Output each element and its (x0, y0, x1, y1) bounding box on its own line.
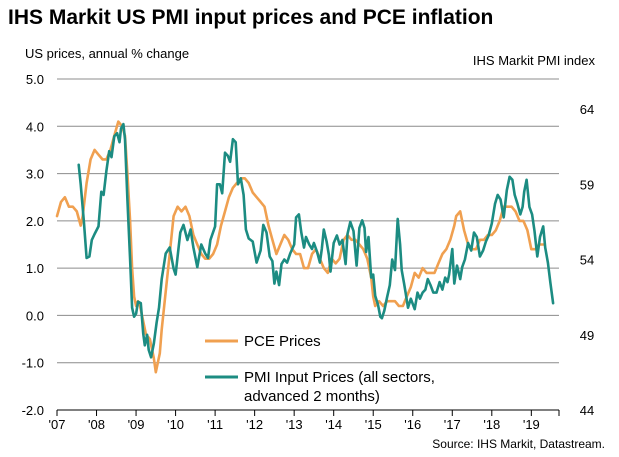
series-line-pmi-input-prices (77, 122, 555, 359)
chart-title: IHS Markit US PMI input prices and PCE i… (8, 6, 494, 29)
source-note: Source: IHS Markit, Datastream. (432, 437, 605, 451)
x-tick-label: '09 (128, 417, 145, 432)
legend-label-pmi-line2: advanced 2 months) (244, 388, 380, 405)
left-tick-label: 2.0 (26, 214, 44, 229)
left-tick-label: 5.0 (26, 72, 44, 87)
left-tick-label: 0.0 (26, 308, 44, 323)
right-tick-label: 59 (580, 177, 594, 192)
left-tick-label: -2.0 (22, 403, 44, 418)
right-tick-label: 44 (580, 403, 594, 418)
legend: PCE Prices PMI Input Prices (all sectors… (205, 333, 435, 405)
x-tick-label: '14 (325, 417, 342, 432)
right-axis-label: IHS Markit PMI index (472, 53, 595, 68)
x-tick-label: '13 (286, 417, 303, 432)
series-line-pce-prices (55, 120, 545, 374)
right-tick-label: 54 (580, 253, 594, 268)
x-tick-label: '15 (365, 417, 382, 432)
x-tick-label: '16 (404, 417, 421, 432)
x-tick-label: '08 (88, 417, 105, 432)
x-tick-label: '19 (523, 417, 540, 432)
left-tick-label: -1.0 (22, 356, 44, 371)
x-tick-label: '17 (444, 417, 461, 432)
right-tick-label: 49 (580, 328, 594, 343)
left-tick-label: 3.0 (26, 167, 44, 182)
x-tick-label: '12 (246, 417, 263, 432)
x-tick-label: '07 (49, 417, 66, 432)
x-tick-label: '11 (207, 417, 223, 432)
right-tick-label: 64 (580, 102, 594, 117)
left-tick-label: 1.0 (26, 261, 44, 276)
legend-label-pmi-line1: PMI Input Prices (all sectors, (244, 369, 435, 386)
x-tick-label: '18 (483, 417, 500, 432)
left-axis-label: US prices, annual % change (25, 46, 190, 61)
x-tick-label: '10 (167, 417, 184, 432)
legend-label-pce: PCE Prices (244, 333, 321, 350)
left-tick-label: 4.0 (26, 119, 44, 134)
